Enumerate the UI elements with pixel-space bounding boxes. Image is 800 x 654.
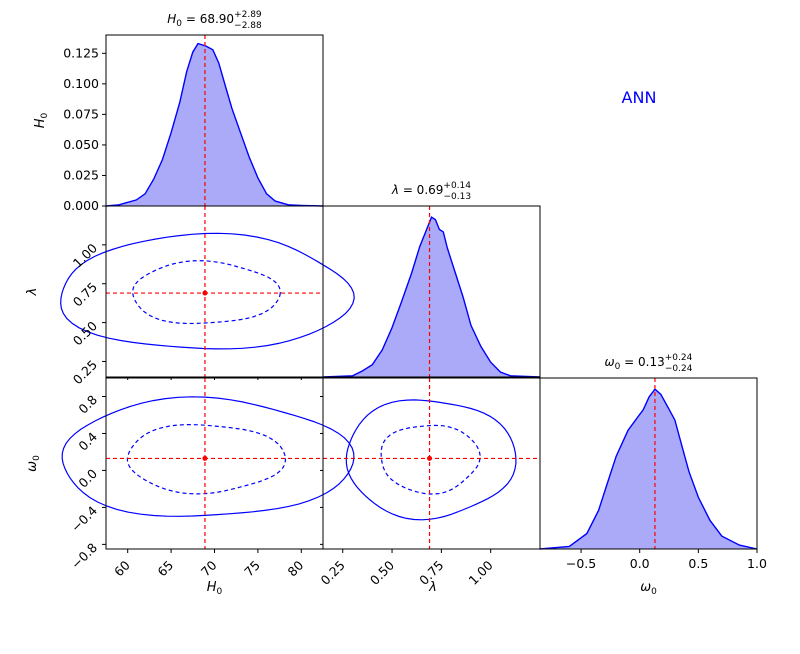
panel-frame-lambda-omega0 [322,377,541,550]
mean-point-lambda-omega0 [427,455,433,461]
ytick-label-omega0-0: −0.8 [68,540,100,572]
diag-ytick-label-1: 0.025 [63,167,99,182]
diag-ytick-label-4: 0.100 [63,76,99,91]
H0-y-axis-label: H0 [33,112,50,128]
bottom-axis-omega0: −0.5 0.0 0.5 1.0 ω0 [566,549,767,597]
H0-y-axis-symbol: H [33,118,48,128]
lambda-x-axis-symbol: λ [428,580,437,595]
xtick-label-lambda-3: 1.00 [466,557,496,587]
ytick-label-omega0-3: 0.4 [75,429,100,454]
omega0-x-axis-label: ω0 [640,580,657,597]
lambda-y-axis-symbol: λ [25,288,40,297]
contour-outer-H0-lambda [60,232,355,350]
diag-ytick-label-2: 0.050 [63,137,99,152]
posterior-curve-omega0 [539,388,758,550]
diag-ytick-label-5: 0.125 [63,45,99,60]
diag-ytick-label-3: 0.075 [63,106,99,121]
lambda-title-mean: = 0.69 [399,183,443,197]
H0-x-axis-label: H0 [207,580,223,597]
left-axis-omega0: −0.8 −0.4 0.0 0.4 0.8 ω0 [25,392,106,572]
omega0-title-plus: +0.24 [665,353,693,363]
lambda-title: λ = 0.69+0.14 −0.13 [391,181,471,202]
xtick-label-H0-1: 65 [154,558,176,580]
H0-title-plus: +2.89 [234,10,262,20]
omega0-title-sub: 0 [615,362,621,372]
lambda-title-minus: −0.13 [444,192,472,202]
ytick-label-lambda-1: 0.50 [70,318,100,348]
posterior-fill-lambda [323,217,540,377]
omega0-y-axis-sub: 0 [32,455,42,461]
diag-panel-lambda: λ = 0.69+0.14 −0.13 [322,181,541,378]
posterior-fill-H0 [106,43,323,206]
lambda-title-plus: +0.14 [443,181,471,191]
omega0-x-axis-symbol: ω [640,580,651,595]
xtick-label-omega0-2: 0.5 [688,556,708,571]
diag-ytick-label-0: 0.000 [63,198,99,213]
ytick-label-omega0-4: 0.8 [75,392,100,417]
xtick-label-lambda-0: 0.25 [318,558,348,588]
omega0-title-symbol: ω [605,355,615,369]
H0-title-sub: 0 [176,19,182,29]
xtick-label-lambda-1: 0.50 [367,557,397,587]
xtick-label-H0-0: 60 [111,557,133,579]
ytick-label-lambda-0: 0.25 [70,357,100,387]
H0-x-axis-symbol: H [207,580,217,595]
omega0-title-mean: = 0.13 [620,355,664,369]
contour-panel-H0-omega0 [61,377,355,550]
left-axis-lambda: 0.25 0.50 0.75 1.00 λ [25,240,106,387]
contour-panel-H0-lambda [60,205,355,380]
H0-y-axis-sub: 0 [40,112,50,118]
posterior-curve-lambda [322,216,541,378]
xtick-label-omega0-3: 1.0 [747,556,767,571]
xtick-label-H0-2: 70 [198,557,220,579]
bottom-axis-H0: 60 65 70 75 80 H0 [111,549,306,597]
H0-x-axis-sub: 0 [217,587,223,597]
posterior-curve-H0 [105,42,324,207]
contour-inner-H0-lambda [132,260,281,325]
H0-title: H0 = 68.90+2.89 −2.88 [167,10,262,31]
mean-point-H0-omega0 [202,455,208,461]
xtick-label-omega0-0: −0.5 [566,556,596,571]
contour-outer-H0-omega0 [61,396,355,517]
posterior-fill-omega0 [540,389,757,549]
H0-title-symbol: H [167,12,176,26]
omega0-y-axis-label: ω0 [25,455,42,472]
xtick-label-omega0-1: 0.0 [630,556,650,571]
ytick-label-omega0-2: 0.0 [75,466,100,491]
ann-label: ANN [622,88,657,107]
lambda-x-axis-label: λ [428,580,437,595]
H0-title-mean: = 68.90 [182,12,234,26]
panel-frame-H0-lambda [105,205,324,378]
lambda-title-symbol: λ [391,183,399,197]
contour-panel-lambda-omega0 [320,377,541,550]
bottom-axis-lambda: 0.25 0.50 0.75 1.00λ [318,549,496,595]
annotation-group: ANN [622,88,657,107]
omega0-title: ω0 = 0.13+0.24 −0.24 [605,353,693,374]
ytick-label-lambda-2: 0.75 [70,279,100,309]
mean-point-H0-lambda [202,290,208,296]
omega0-x-axis-sub: 0 [651,587,657,597]
ytick-label-lambda-3: 1.00 [70,240,100,270]
xtick-label-H0-4: 80 [285,557,307,579]
omega0-y-axis-symbol: ω [25,461,40,472]
diag-panel-H0: H0 = 68.90+2.89 −2.880.0000.0250.0500.075… [33,10,324,213]
lambda-y-axis-label: λ [25,288,40,297]
diag-panel-omega0: ω0 = 0.13+0.24 −0.24 [539,353,758,550]
omega0-title-minus: −0.24 [665,364,693,374]
H0-title-minus: −2.88 [234,21,262,31]
xtick-label-H0-3: 75 [241,558,263,580]
ytick-label-omega0-1: −0.4 [68,503,100,535]
